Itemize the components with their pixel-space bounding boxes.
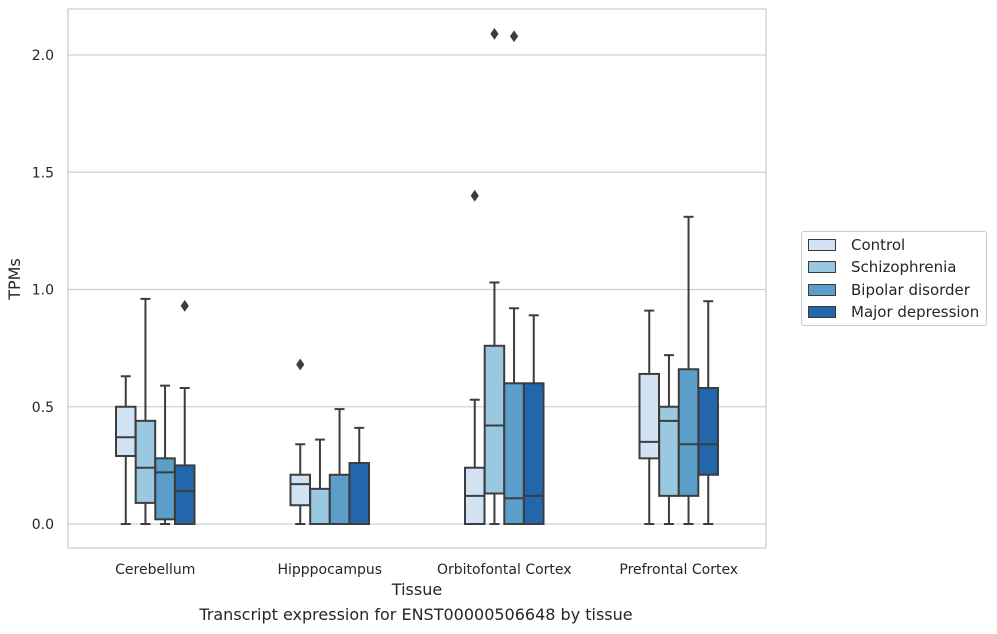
legend-label-bipolar-disorder: Bipolar disorder (851, 281, 970, 299)
x-axis-ticks: Cerebellum Hipppocampus Orbitofontal Corte… (115, 562, 738, 578)
legend-item-major-depression: Major depression (808, 302, 979, 322)
legend-swatch-schizophrenia (808, 261, 836, 273)
outlier-point (509, 30, 519, 43)
box-body (154, 457, 176, 521)
box-body (503, 382, 525, 525)
x-axis-label: Tissue (391, 580, 442, 599)
outlier-point (470, 189, 479, 202)
y-tick-label: 2.0 (32, 48, 54, 64)
outlier-point (180, 300, 189, 312)
legend-swatch-control (808, 239, 836, 251)
outlier-point (296, 358, 305, 371)
box-body (115, 405, 137, 457)
y-tick-label: 1.0 (32, 283, 54, 299)
y-tick-label: 0.5 (32, 400, 54, 416)
box-body (328, 473, 351, 526)
x-tick-label: Orbitofontal Cortex (437, 562, 572, 578)
box-body (483, 344, 506, 495)
outlier-point (490, 28, 499, 40)
box-body (697, 386, 719, 476)
box-schizophrenia (483, 28, 506, 525)
legend-label-schizophrenia: Schizophrenia (851, 258, 957, 276)
box-control (115, 375, 137, 525)
legend-item-control: Control (808, 235, 905, 255)
box-body (348, 462, 370, 525)
box-schizophrenia (658, 354, 680, 525)
y-axis-label: TPMs (5, 258, 24, 301)
box-schizophrenia (309, 438, 331, 526)
legend-swatch-major-depression (808, 306, 836, 318)
box-major-depression (174, 300, 196, 525)
legend-label-control: Control (851, 236, 906, 254)
box-marks (115, 28, 719, 526)
legend-label-major-depression: Major depression (851, 303, 980, 321)
box-bipolar-disorder (328, 408, 351, 526)
box-major-depression (697, 300, 719, 525)
legend-swatch-bipolar-disorder (808, 284, 836, 296)
box-major-depression (523, 314, 545, 525)
legend-item-bipolar-disorder: Bipolar disorder (808, 280, 970, 300)
legend-item-schizophrenia: Schizophrenia (808, 257, 956, 277)
box-body (523, 382, 545, 525)
box-body (174, 464, 196, 525)
box-control (638, 309, 660, 525)
box-body (677, 368, 700, 497)
box-bipolar-disorder (503, 30, 525, 525)
x-tick-label: Prefrontal Cortex (619, 562, 738, 578)
chart-caption: Transcript expression for ENST0000050664… (199, 605, 633, 624)
y-axis-ticks: 0.0 0.5 1.0 1.5 2.0 (32, 48, 54, 533)
y-tick-label: 1.5 (32, 165, 54, 181)
legend: Control Schizophrenia Bipolar disorder M… (801, 231, 987, 326)
x-tick-label: Cerebellum (115, 562, 195, 578)
plot-frame (67, 8, 767, 549)
box-control (464, 189, 486, 525)
box-schizophrenia (134, 297, 157, 525)
y-tick-label: 0.0 (32, 517, 54, 533)
box-major-depression (348, 426, 370, 525)
box-body (289, 473, 311, 507)
box-body (638, 372, 660, 460)
box-body (134, 419, 157, 504)
box-body (309, 487, 331, 526)
box-control (289, 358, 311, 525)
x-tick-label: Hipppocampus (277, 562, 382, 578)
box-bipolar-disorder (677, 215, 700, 525)
